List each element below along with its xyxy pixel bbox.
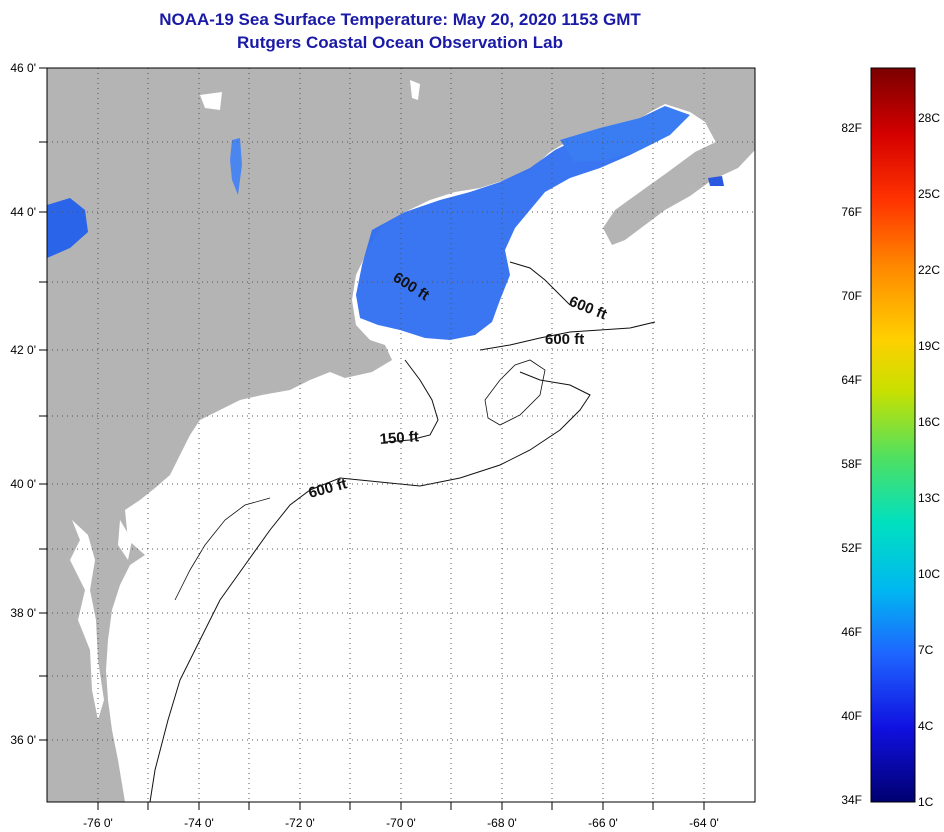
lat-tick-label: 44 0' (10, 205, 36, 219)
colorbar-c-label: 4C (918, 719, 934, 733)
lat-tick-label: 46 0' (10, 61, 36, 75)
lat-tick-label: 36 0' (10, 733, 36, 747)
lon-tick-label: -64 0' (689, 816, 719, 830)
lon-tick-label: -72 0' (285, 816, 315, 830)
colorbar-f-label: 52F (841, 541, 862, 555)
colorbar-f-label: 82F (841, 121, 862, 135)
lon-tick-label: -76 0' (83, 816, 113, 830)
lake-champlain (230, 138, 242, 195)
colorbar-f-label: 40F (841, 709, 862, 723)
lon-tick-label: -68 0' (487, 816, 517, 830)
colorbar-f-label: 64F (841, 373, 862, 387)
lake-ontario (47, 198, 88, 258)
colorbar-c-label: 28C (918, 111, 940, 125)
lat-tick-label: 40 0' (10, 477, 36, 491)
colorbar-c-label: 10C (918, 567, 940, 581)
land-mainland (47, 68, 755, 802)
colorbar-c-label: 25C (918, 187, 940, 201)
colorbar-f-label: 34F (841, 793, 862, 807)
colorbar-c-label: 13C (918, 491, 940, 505)
sst-bay-of-fundy (560, 106, 690, 162)
colorbar-f-label: 76F (841, 205, 862, 219)
lat-tick-label: 42 0' (10, 343, 36, 357)
colorbar-c-label: 7C (918, 643, 934, 657)
contour-label: 600 ft (545, 331, 584, 348)
sst-gulf-of-maine (356, 108, 685, 340)
sst-ns-coast (708, 176, 724, 186)
georges-bank-shoals (484, 359, 546, 426)
tick-marks (39, 67, 705, 810)
lon-tick-label: -74 0' (184, 816, 214, 830)
lake-small (200, 92, 222, 110)
colorbar-c-label: 16C (918, 415, 940, 429)
colorbar-gradient (870, 67, 916, 803)
contour-600ft-shelf (149, 371, 591, 802)
water-long-island-sound (250, 395, 318, 428)
colorbar-f-label: 58F (841, 457, 862, 471)
page-subtitle: Rutgers Coastal Ocean Observation Lab (237, 33, 563, 52)
colorbar-f-label: 46F (841, 625, 862, 639)
colorbar-c-label: 22C (918, 263, 940, 277)
page-title: NOAA-19 Sea Surface Temperature: May 20,… (159, 10, 641, 29)
land-nova-scotia (603, 140, 755, 245)
water-delaware-bay (118, 520, 132, 560)
contour-600ft-georges (479, 321, 656, 351)
colorbar-f-label: 70F (841, 289, 862, 303)
contour-150ft (384, 359, 439, 443)
colorbar-c-label: 1C (918, 795, 934, 809)
lon-tick-label: -66 0' (588, 816, 618, 830)
lake-moosehead (410, 80, 420, 100)
contour-label: 150 ft (379, 428, 419, 448)
lat-tick-label: 38 0' (10, 606, 36, 620)
graticule (47, 68, 755, 802)
contour-600ft-gom (509, 261, 571, 306)
water-chesapeake-bay (70, 520, 104, 720)
lon-tick-label: -70 0' (386, 816, 416, 830)
colorbar-c-label: 19C (918, 339, 940, 353)
